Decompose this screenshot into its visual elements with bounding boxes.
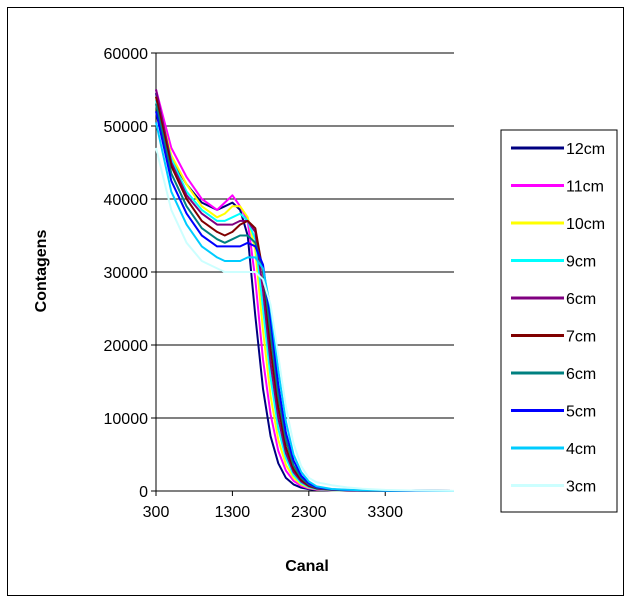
legend: 12cm 11cm 10cm 9cm 6cm 7cm 6cm 5cm 4cm 3cm bbox=[500, 129, 618, 513]
series-line-5cm bbox=[155, 111, 455, 492]
series-line-9cm bbox=[155, 100, 455, 492]
y-tick-label: 60000 bbox=[104, 46, 149, 63]
y-tick-label: 50000 bbox=[104, 119, 149, 136]
legend-label: 10cm bbox=[566, 216, 605, 233]
legend-label: 5cm bbox=[566, 404, 596, 421]
x-tick-label: 2300 bbox=[291, 504, 327, 521]
legend-items: 12cm 11cm 10cm 9cm 6cm 7cm 6cm 5cm 4cm 3cm bbox=[511, 141, 605, 496]
y-tick-label: 0 bbox=[139, 484, 148, 501]
y-axis-title: Contagens bbox=[33, 230, 50, 313]
series-line-3cm bbox=[155, 147, 455, 492]
series-line-11cm bbox=[155, 89, 455, 492]
y-tick-label: 40000 bbox=[104, 192, 149, 209]
tick-labels: 0 10000 20000 30000 40000 50000 60000 300 1300 23… bbox=[104, 46, 404, 521]
y-tick-label: 30000 bbox=[104, 265, 149, 282]
series-line-4cm bbox=[155, 122, 455, 492]
legend-label: 7cm bbox=[566, 329, 596, 346]
legend-label: 11cm bbox=[566, 179, 604, 196]
x-tick-label: 1300 bbox=[215, 504, 251, 521]
y-tick-label: 20000 bbox=[104, 338, 149, 355]
x-tick-label: 3300 bbox=[367, 504, 403, 521]
legend-label: 12cm bbox=[566, 141, 605, 158]
x-tick-label: 300 bbox=[143, 504, 170, 521]
legend-label: 9cm bbox=[566, 254, 596, 271]
series-line-12cm bbox=[155, 92, 455, 492]
x-axis-title: Canal bbox=[285, 558, 329, 575]
axes bbox=[151, 52, 454, 496]
legend-label: 6cm bbox=[566, 291, 596, 308]
series-line-10cm bbox=[155, 96, 455, 492]
series-line-6cm bbox=[155, 103, 455, 492]
chart-frame: 0 10000 20000 30000 40000 50000 60000 300 1300 23… bbox=[7, 7, 624, 596]
legend-label: 4cm bbox=[566, 441, 596, 458]
series-line-7cm bbox=[155, 96, 455, 492]
legend-label: 3cm bbox=[566, 479, 596, 496]
series-line-6cm bbox=[155, 89, 455, 492]
legend-label: 6cm bbox=[566, 366, 596, 383]
y-tick-label: 10000 bbox=[104, 411, 149, 428]
line-chart: 0 10000 20000 30000 40000 50000 60000 300 1300 23… bbox=[33, 46, 618, 575]
gridlines bbox=[156, 52, 454, 492]
series-lines bbox=[155, 89, 455, 492]
